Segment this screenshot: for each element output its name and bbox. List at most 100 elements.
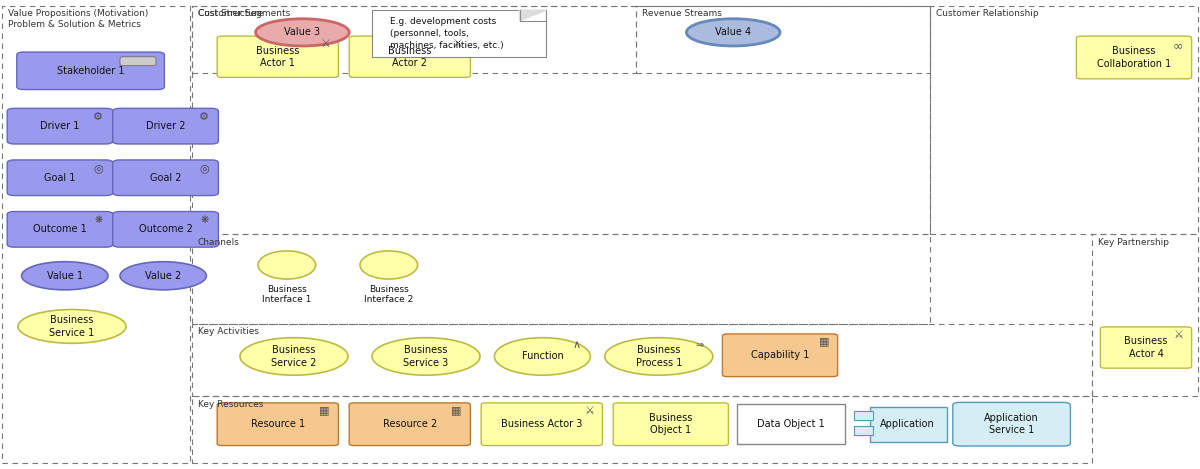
Text: Value 1: Value 1 [47, 271, 83, 281]
Text: Business
Service 1: Business Service 1 [49, 315, 95, 338]
Bar [192, 234, 930, 324]
Ellipse shape [360, 251, 418, 279]
FancyBboxPatch shape [349, 36, 470, 77]
Text: Outcome 1: Outcome 1 [34, 224, 86, 234]
Text: Business
Service 2: Business Service 2 [271, 345, 317, 368]
Text: Value 4: Value 4 [715, 27, 751, 38]
Ellipse shape [120, 262, 206, 290]
Text: Business
Actor 4: Business Actor 4 [1124, 336, 1168, 359]
Text: Value 3: Value 3 [284, 27, 320, 38]
Text: ⚔: ⚔ [584, 406, 594, 416]
Text: Resource 2: Resource 2 [383, 419, 437, 429]
Text: Business
Collaboration 1: Business Collaboration 1 [1097, 46, 1171, 68]
Text: Key Activities: Key Activities [198, 327, 259, 336]
Text: ▦: ▦ [319, 406, 330, 416]
Text: Cost Structure: Cost Structure [198, 9, 263, 18]
Bar [192, 396, 1092, 463]
Bar [192, 324, 1092, 396]
Bar [737, 404, 845, 444]
FancyBboxPatch shape [120, 57, 156, 66]
Text: ❋: ❋ [95, 215, 103, 225]
Text: Stakeholder 1: Stakeholder 1 [56, 66, 125, 76]
Text: Business
Interface 2: Business Interface 2 [364, 285, 414, 304]
Text: Goal 1: Goal 1 [44, 173, 76, 183]
FancyBboxPatch shape [17, 52, 164, 90]
Text: ◎: ◎ [199, 163, 209, 173]
Bar [2, 6, 190, 463]
Text: Driver 2: Driver 2 [146, 121, 185, 131]
Text: Customer Segments: Customer Segments [198, 9, 290, 18]
Text: Value Propositions (Motivation)
Problem & Solution & Metrics: Value Propositions (Motivation) Problem … [8, 9, 149, 29]
Text: Channels: Channels [198, 238, 240, 247]
FancyBboxPatch shape [113, 212, 218, 247]
Text: ⇒: ⇒ [695, 340, 703, 350]
Text: Goal 2: Goal 2 [150, 173, 181, 183]
Ellipse shape [372, 338, 480, 375]
Text: ∞: ∞ [1172, 39, 1183, 52]
Text: ⚙: ⚙ [94, 112, 103, 121]
FancyBboxPatch shape [613, 403, 728, 446]
Bar [854, 411, 874, 420]
Ellipse shape [605, 338, 713, 375]
Bar [192, 6, 636, 73]
Text: Customer Relationship: Customer Relationship [936, 9, 1039, 18]
FancyBboxPatch shape [7, 212, 113, 247]
Text: Business
Actor 1: Business Actor 1 [256, 45, 300, 68]
Text: Key Partnership: Key Partnership [1098, 238, 1169, 247]
Ellipse shape [240, 338, 348, 375]
Text: Driver 1: Driver 1 [41, 121, 79, 131]
Bar [854, 426, 874, 435]
Text: ❋: ❋ [200, 215, 209, 225]
Text: ▦: ▦ [451, 406, 462, 416]
Text: Business Actor 3: Business Actor 3 [502, 419, 582, 429]
FancyBboxPatch shape [113, 160, 218, 196]
Text: Key Resources: Key Resources [198, 400, 263, 409]
Bar [870, 407, 947, 442]
Polygon shape [520, 10, 546, 21]
Text: Data Object 1: Data Object 1 [757, 419, 824, 429]
Text: ⚔: ⚔ [1174, 330, 1183, 340]
FancyBboxPatch shape [113, 108, 218, 144]
Bar [192, 6, 930, 234]
Ellipse shape [494, 338, 590, 375]
Text: Resource 1: Resource 1 [251, 419, 305, 429]
Text: ◎: ◎ [94, 163, 103, 173]
Bar [636, 6, 930, 73]
Ellipse shape [258, 251, 316, 279]
FancyBboxPatch shape [481, 403, 602, 446]
Text: Revenue Streams: Revenue Streams [642, 9, 722, 18]
FancyBboxPatch shape [349, 403, 470, 446]
FancyBboxPatch shape [217, 403, 338, 446]
Text: Business
Service 3: Business Service 3 [403, 345, 449, 368]
FancyBboxPatch shape [7, 160, 113, 196]
FancyBboxPatch shape [1100, 327, 1192, 368]
Text: ▦: ▦ [818, 337, 829, 347]
Bar [372, 10, 546, 57]
Ellipse shape [686, 19, 780, 46]
Text: Business
Interface 1: Business Interface 1 [262, 285, 312, 304]
Text: ⚙: ⚙ [199, 112, 209, 121]
Ellipse shape [18, 310, 126, 343]
FancyBboxPatch shape [953, 402, 1070, 446]
Bar [930, 6, 1198, 234]
Text: ⚔: ⚔ [320, 39, 330, 49]
Text: Business
Actor 2: Business Actor 2 [388, 45, 432, 68]
Text: Application
Service 1: Application Service 1 [984, 413, 1039, 435]
Text: Application: Application [880, 419, 935, 429]
Text: ∧: ∧ [572, 340, 581, 350]
FancyBboxPatch shape [722, 334, 838, 377]
Text: Business
Process 1: Business Process 1 [636, 345, 682, 368]
Ellipse shape [22, 262, 108, 290]
Text: Business
Object 1: Business Object 1 [649, 413, 692, 435]
FancyBboxPatch shape [7, 108, 113, 144]
Bar [1092, 234, 1198, 396]
Text: ⚔: ⚔ [452, 39, 462, 49]
Ellipse shape [256, 19, 349, 46]
FancyBboxPatch shape [217, 36, 338, 77]
Text: Capability 1: Capability 1 [751, 350, 809, 360]
Text: Function: Function [522, 351, 563, 362]
FancyBboxPatch shape [1076, 36, 1192, 79]
Text: Outcome 2: Outcome 2 [139, 224, 192, 234]
Text: Value 2: Value 2 [145, 271, 181, 281]
Text: E.g. development costs
(personnel, tools,
machines, facilities, etc.): E.g. development costs (personnel, tools… [390, 17, 504, 50]
